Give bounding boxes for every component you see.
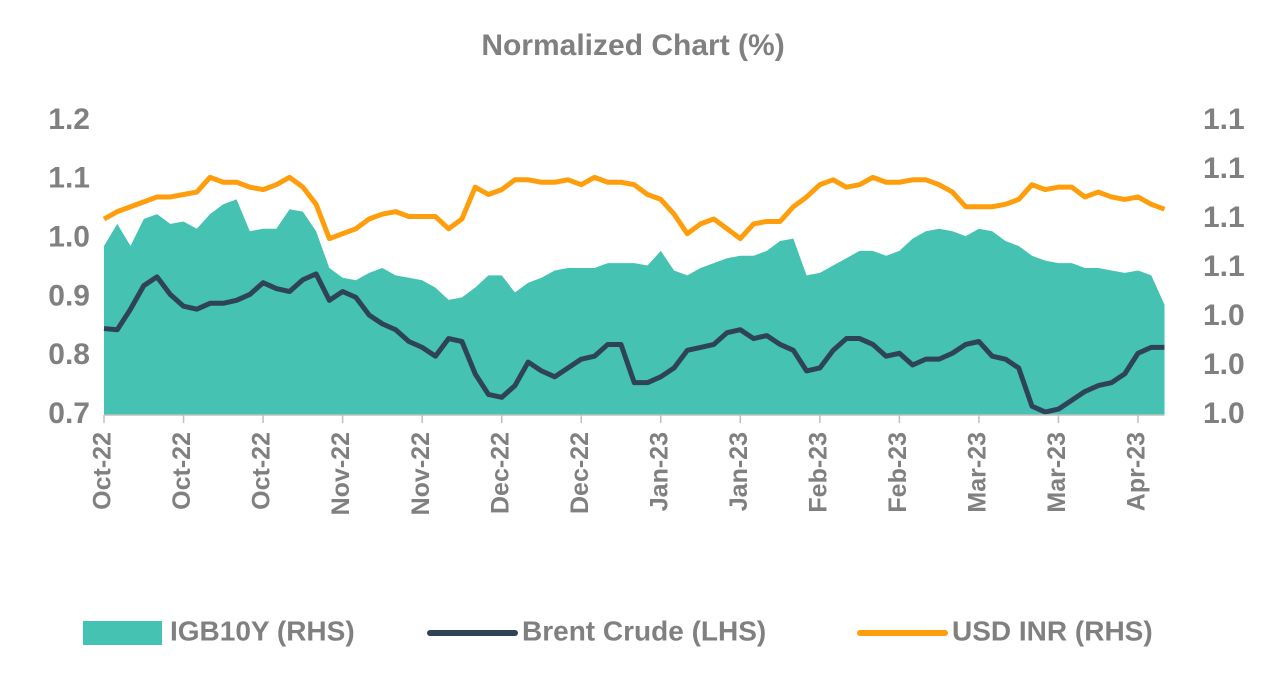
legend-label: USD INR (RHS) (952, 615, 1153, 646)
x-tick-label: Jan-23 (725, 432, 753, 511)
y-tick-label: 1.2 (48, 103, 90, 136)
y-tick-label: 1.1 (48, 162, 90, 195)
x-tick-label: Dec-22 (566, 432, 594, 514)
x-tick-label: Apr-23 (1123, 432, 1151, 511)
x-tick-label: Oct-22 (89, 432, 117, 510)
x-tick-label: Jan-23 (645, 432, 673, 511)
y-tick-label: 0.9 (48, 279, 90, 312)
x-tick-label: Feb-23 (884, 432, 912, 513)
chart-title: Normalized Chart (%) (481, 29, 784, 62)
x-tick-label: Oct-22 (168, 432, 196, 510)
line (103, 271, 1165, 415)
y-tick-label: 0.7 (48, 397, 90, 430)
y2-tick-label: 1.0 (1203, 299, 1245, 332)
y2-tick-label: 1.0 (1203, 397, 1245, 430)
x-tick-label: Dec-22 (486, 432, 514, 514)
x-tick-label: Oct-22 (248, 432, 276, 510)
area (104, 199, 1165, 415)
y2-tick-label: 1.1 (1203, 103, 1245, 136)
legend-label: Brent Crude (LHS) (522, 615, 766, 646)
y2-tick-label: 1.1 (1203, 201, 1245, 234)
line (102, 174, 1166, 242)
legend-label: IGB10Y (RHS) (170, 615, 355, 646)
y2-tick-label: 1.1 (1203, 250, 1245, 283)
x-tick-label: Mar-23 (964, 432, 992, 513)
y2-tick-label: 1.1 (1203, 152, 1245, 185)
y-tick-label: 1.0 (48, 221, 90, 254)
y-tick-label: 0.8 (48, 338, 90, 371)
y2-tick-label: 1.0 (1203, 348, 1245, 381)
x-tick-label: Nov-22 (407, 432, 435, 515)
legend-swatch (83, 621, 162, 645)
x-tick-label: Feb-23 (804, 432, 832, 513)
x-tick-label: Nov-22 (327, 432, 355, 515)
x-tick-label: Mar-23 (1043, 432, 1071, 513)
